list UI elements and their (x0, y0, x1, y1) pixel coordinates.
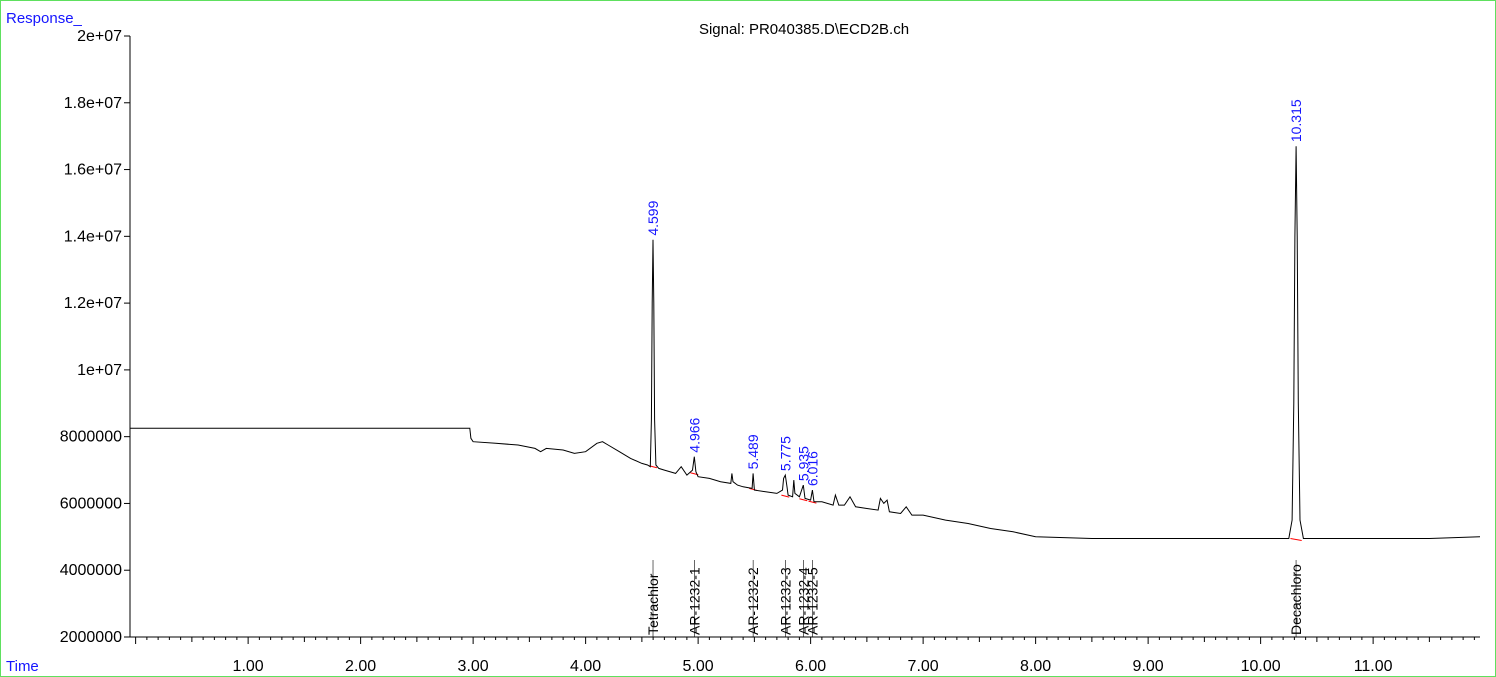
x-corner-label: Time (6, 658, 39, 675)
x-tick-label: 8.00 (1020, 658, 1051, 675)
peak-rt-label: 4.966 (686, 417, 702, 452)
y-tick-label: 2000000 (60, 629, 122, 646)
peak-baseline-mark (799, 498, 808, 502)
x-tick-label: 3.00 (458, 658, 489, 675)
y-tick-label: 1.6e+07 (64, 162, 122, 179)
x-tick-label: 7.00 (908, 658, 939, 675)
compound-label: AR-1232-4 (795, 567, 811, 635)
peak-rt-label: 10.315 (1288, 99, 1304, 142)
x-tick-label: 9.00 (1133, 658, 1164, 675)
y-tick-label: 6000000 (60, 495, 122, 512)
x-tick-label: 4.00 (570, 658, 601, 675)
y-tick-label: 8000000 (60, 429, 122, 446)
compound-label: Decachloro (1288, 564, 1304, 635)
x-tick-label: 1.00 (233, 658, 264, 675)
y-tick-label: 1.8e+07 (64, 95, 122, 112)
peak-baseline-mark (1290, 538, 1302, 541)
baseline-marks (648, 465, 1302, 541)
x-tick-label: 6.00 (795, 658, 826, 675)
y-ticks: 2000000 4000000 6000000 8000000 1e+07 1.2e+07… (60, 28, 130, 646)
y-tick-label: 4000000 (60, 562, 122, 579)
x-ticks: 1.00 2.00 3.00 4.00 5.00 6.00 7.00 8.00 9.00 10.0… (135, 637, 1475, 675)
x-tick-label: 5.00 (683, 658, 714, 675)
axes (129, 36, 1480, 638)
peak-baseline-mark (808, 500, 817, 504)
y-tick-label: 2e+07 (77, 28, 122, 45)
peak-rt-label: 4.599 (645, 200, 661, 235)
compound-label: AR-1232-5 (804, 567, 820, 635)
peak-rt-label: 5.935 (795, 446, 811, 481)
peak-rt-label: 5.775 (777, 436, 793, 471)
compound-label: AR-1232-2 (745, 567, 761, 635)
peak-rt-label: 5.489 (745, 434, 761, 469)
y-tick-label: 1e+07 (77, 362, 122, 379)
y-corner-label: Response_ (6, 10, 83, 27)
compound-label: AR-1232-1 (686, 567, 702, 635)
y-tick-label: 1.4e+07 (64, 228, 122, 245)
signal-trace (130, 146, 1481, 539)
x-tick-label: 11.00 (1354, 658, 1393, 675)
chart-title: Signal: PR040385.D\ECD2B.ch (699, 21, 909, 38)
compound-label: Tetrachlor (645, 573, 661, 635)
compound-label: AR-1232-3 (777, 567, 793, 635)
x-tick-label: 10.00 (1241, 658, 1281, 675)
compound-labels: Tetrachlor AR-1232-1 AR-1232-2 AR-1232-3 AR-… (645, 560, 1304, 637)
peak-baseline-mark (781, 494, 790, 498)
x-tick-label: 2.00 (345, 658, 376, 675)
y-tick-label: 1.2e+07 (64, 295, 122, 312)
peak-rt-label: 6.016 (804, 451, 820, 486)
